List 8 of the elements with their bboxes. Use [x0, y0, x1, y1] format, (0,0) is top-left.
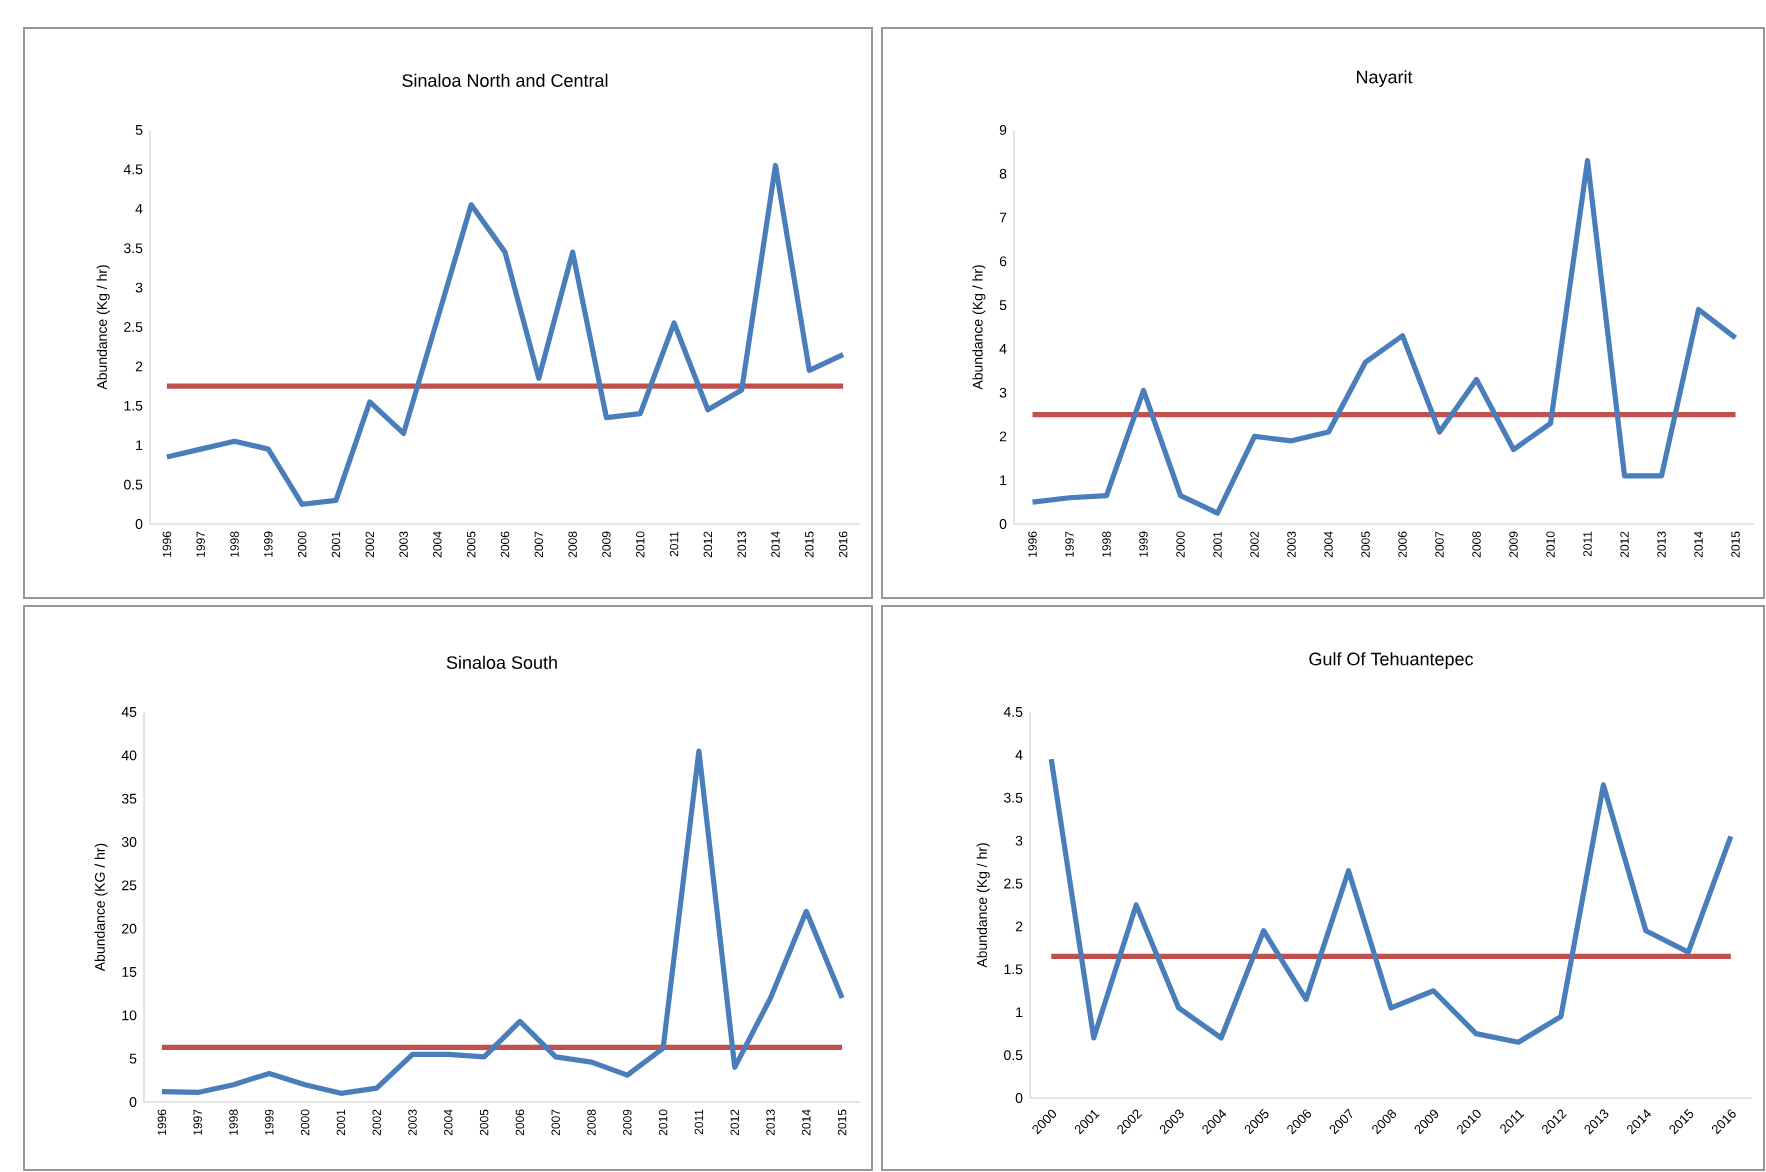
line-series — [164, 162, 846, 507]
chart-title: Nayarit — [1356, 70, 1413, 87]
chart-title: Sinaloa North and Central — [402, 73, 608, 87]
line-series — [1029, 158, 1739, 516]
chart-title: Gulf Of Tehuantepec — [1309, 652, 1474, 669]
line-series — [159, 748, 845, 1096]
chart-title: Sinaloa South — [446, 655, 557, 669]
line-series — [1048, 756, 1734, 1045]
